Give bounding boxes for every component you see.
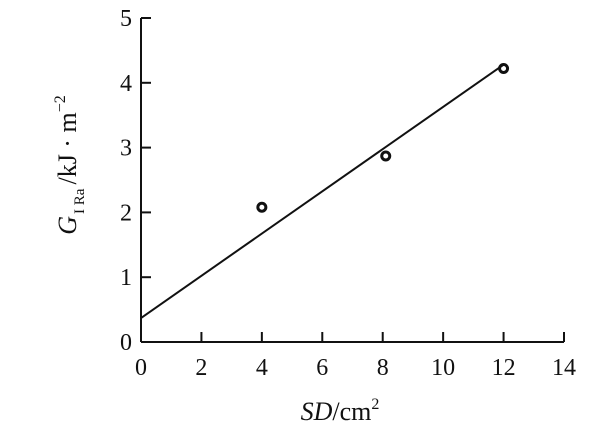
y-axis-label-group: G I Ra/kJ · m−2 <box>52 95 88 234</box>
y-tick-label: 4 <box>120 71 132 97</box>
x-tick-label: 2 <box>195 355 207 381</box>
axes <box>140 18 564 343</box>
data-points <box>256 63 510 213</box>
y-axis-label-unit: /kJ · m <box>53 112 82 184</box>
x-axis-label-unit: /cm <box>332 397 371 426</box>
x-tick-label: 4 <box>256 355 268 381</box>
y-tick-label: 0 <box>120 330 132 356</box>
x-ticks: 0 2 4 6 8 10 12 14 <box>135 332 576 381</box>
x-tick-label: 0 <box>135 355 147 381</box>
data-point <box>380 150 392 162</box>
y-tick-label: 2 <box>120 200 132 226</box>
data-point <box>256 201 268 213</box>
x-tick-label: 10 <box>431 355 455 381</box>
x-tick-label: 12 <box>492 355 516 381</box>
y-tick-label: 5 <box>120 6 132 32</box>
y-tick-label: 1 <box>120 265 132 291</box>
x-axis-label-var: SD <box>301 397 333 426</box>
fit-line <box>140 63 505 319</box>
x-tick-label: 14 <box>552 355 576 381</box>
y-axis-label-sub: I Ra <box>72 188 88 214</box>
y-axis-label-var: G <box>53 216 82 235</box>
y-axis-label: G I Ra/kJ · m−2 <box>52 95 88 234</box>
x-tick-label: 6 <box>316 355 328 381</box>
data-point <box>498 63 510 75</box>
x-axis-label-exp: 2 <box>371 396 379 413</box>
y-tick-label: 3 <box>120 136 132 162</box>
y-axis-label-exp: −2 <box>52 95 69 112</box>
x-tick-label: 8 <box>377 355 389 381</box>
x-axis-label: SD/cm2 <box>301 396 380 426</box>
y-ticks: 0 1 2 3 4 5 <box>120 6 151 356</box>
